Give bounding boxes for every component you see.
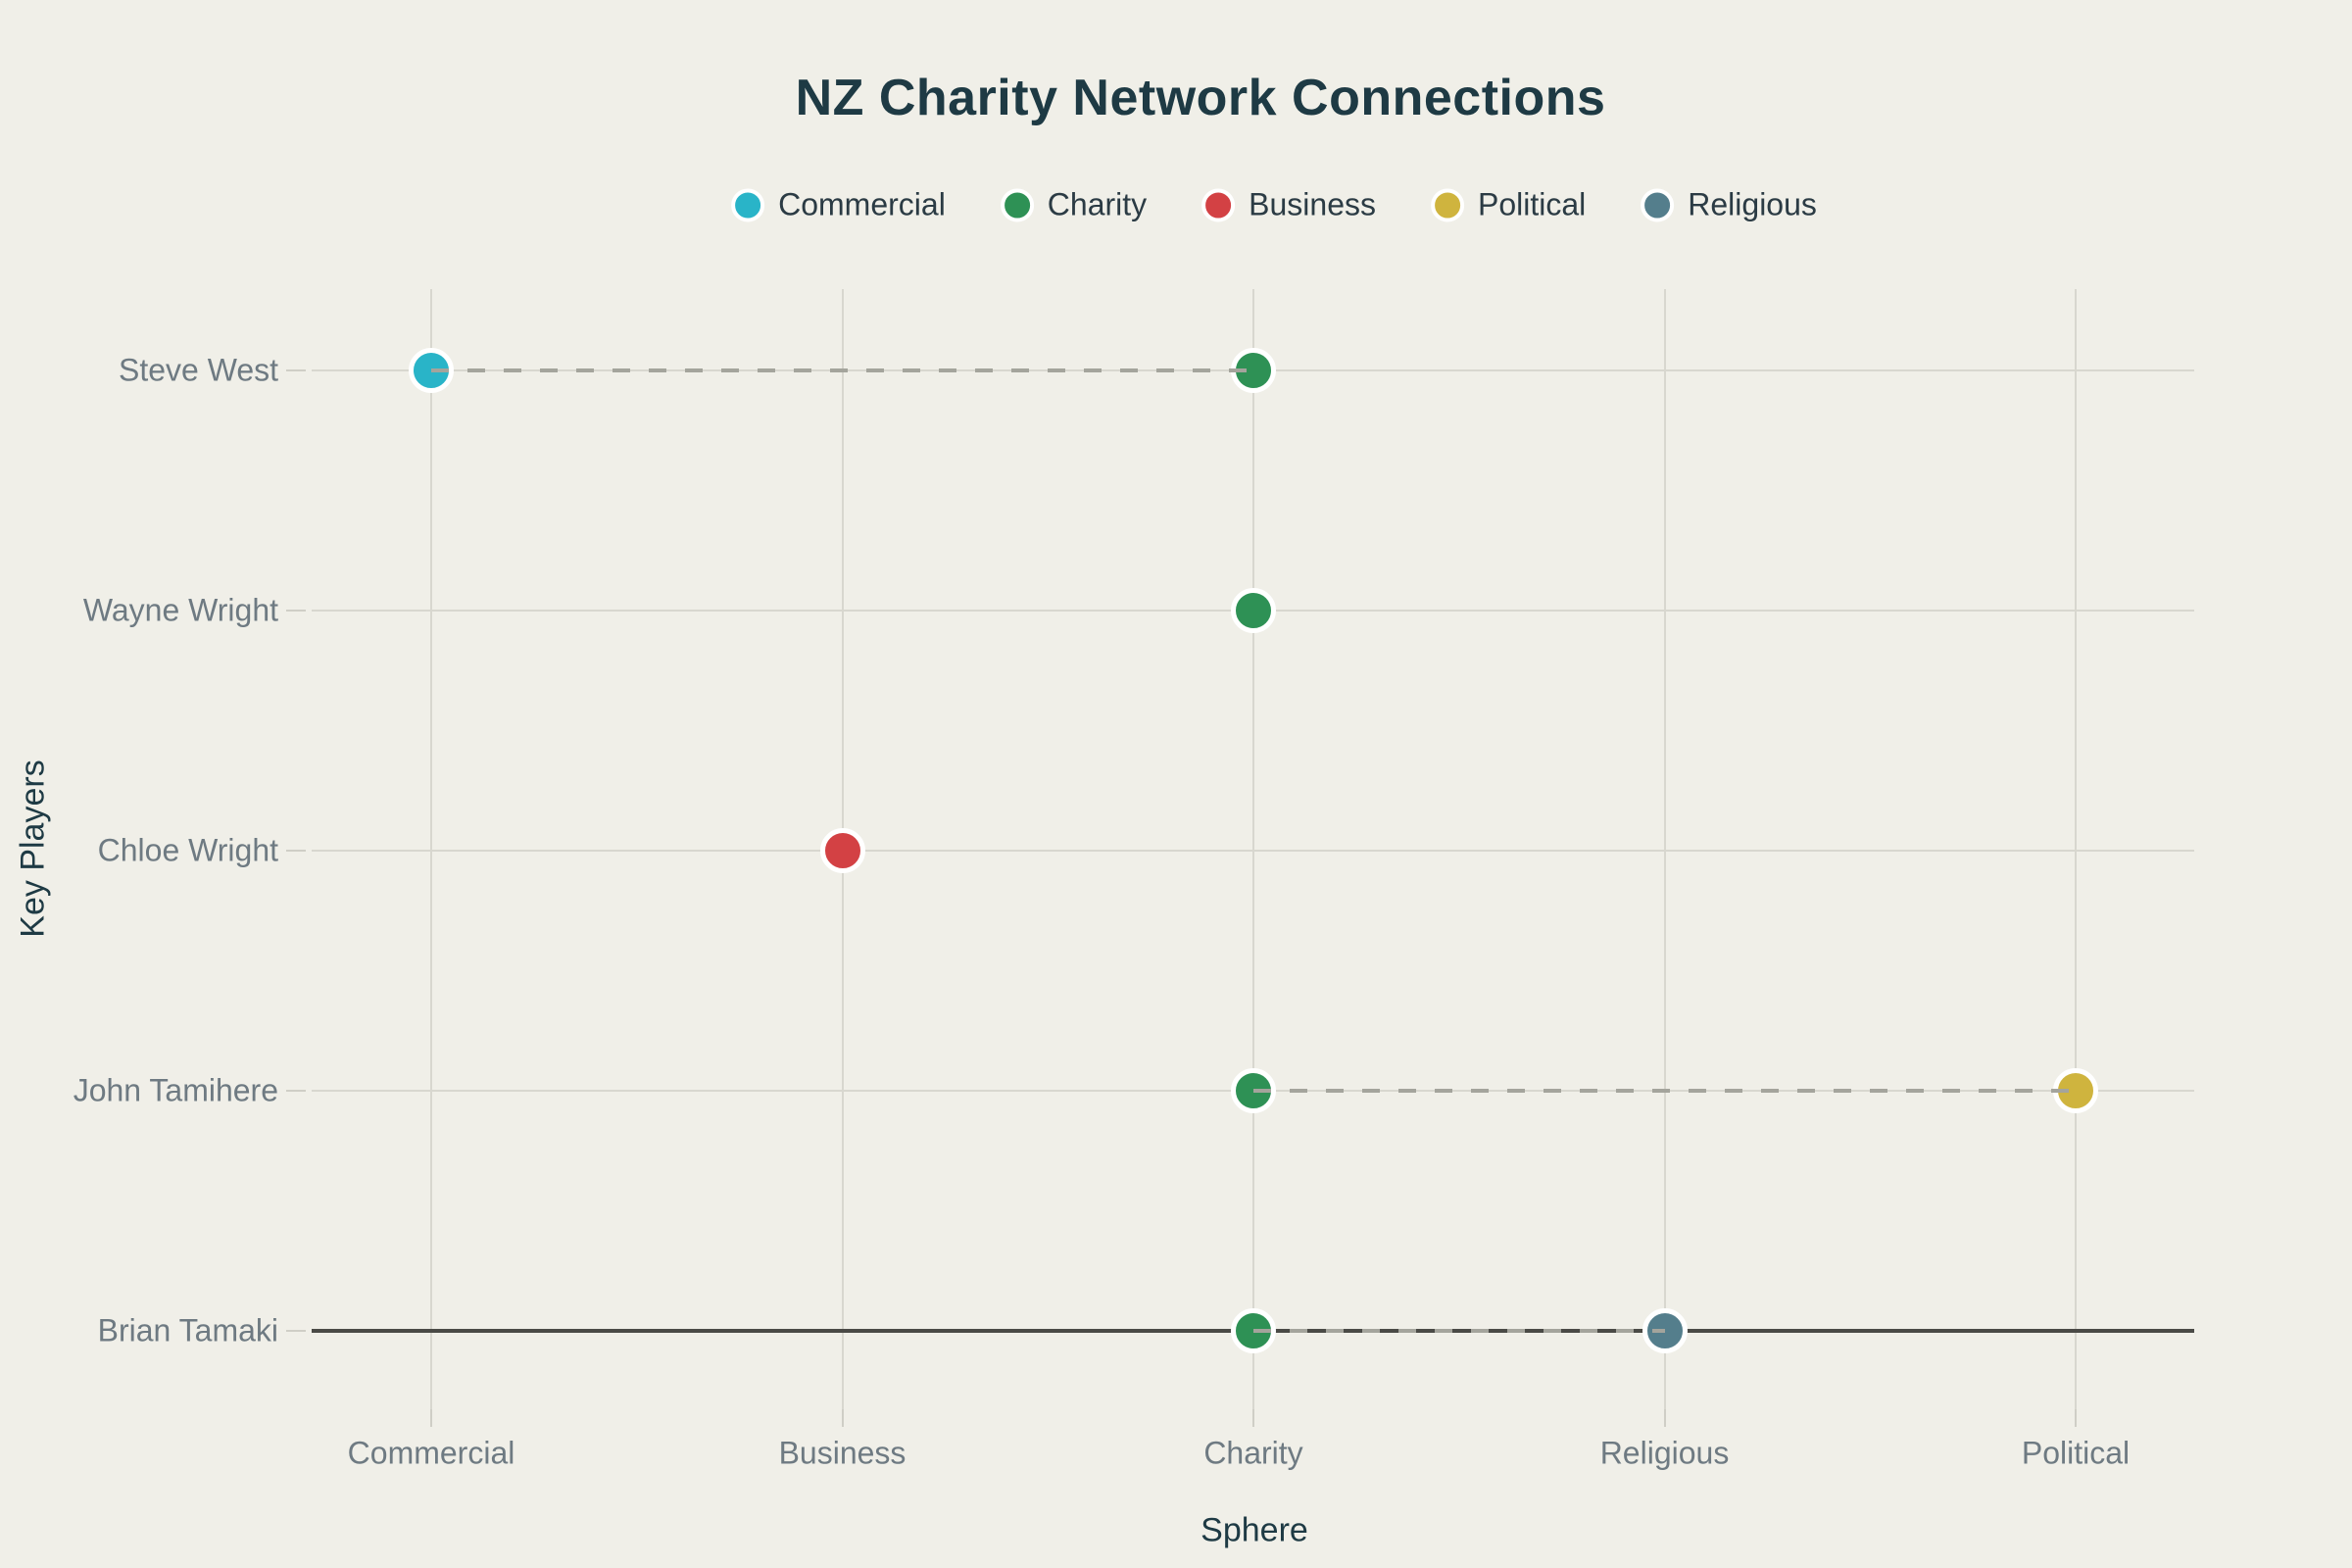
x-axis-title: Sphere [1200, 1511, 1308, 1549]
chart-title: NZ Charity Network Connections [795, 70, 1606, 126]
x-tick-label-commercial: Commercial [347, 1435, 515, 1471]
point-steve-west-charity[interactable] [1231, 348, 1276, 393]
point-steve-west-commercial[interactable] [409, 348, 454, 393]
legend-swatch-charity-icon [1000, 188, 1034, 221]
x-tick-label-political: Political [2021, 1435, 2131, 1471]
y-tick-brian-tamaki [286, 1330, 306, 1332]
y-tick-label-wayne-wright: Wayne Wright [82, 592, 278, 628]
point-brian-tamaki-religious[interactable] [1642, 1308, 1688, 1353]
y-tick-chloe-wright [286, 850, 306, 852]
legend-label-business: Business [1249, 186, 1376, 222]
y-tick-john-tamihere [286, 1090, 306, 1092]
x-tick-commercial [430, 1409, 432, 1427]
x-gridline-charity [1252, 289, 1254, 1409]
y-tick-label-steve-west: Steve West [118, 352, 278, 388]
legend-label-political: Political [1478, 186, 1587, 222]
x-tick-label-business: Business [778, 1435, 906, 1471]
legend-item-charity[interactable]: Charity [1000, 186, 1148, 223]
legend-label-religious: Religious [1688, 186, 1817, 222]
y-tick-label-john-tamihere: John Tamihere [73, 1072, 278, 1108]
point-john-tamihere-charity[interactable] [1231, 1068, 1276, 1113]
y-gridline-chloe-wright [312, 850, 2194, 852]
y-tick-wayne-wright [286, 610, 306, 612]
legend-swatch-commercial-icon [731, 188, 765, 221]
x-tick-religious [1663, 1409, 1666, 1427]
legend-swatch-business-icon [1201, 188, 1236, 221]
point-brian-tamaki-charity[interactable] [1231, 1308, 1276, 1353]
legend-label-commercial: Commercial [778, 186, 946, 222]
legend-item-religious[interactable]: Religious [1641, 187, 1817, 223]
legend-swatch-religious-icon [1641, 188, 1675, 221]
point-chloe-wright-business[interactable] [819, 828, 865, 873]
legend-item-commercial[interactable]: Commercial [731, 187, 946, 223]
x-gridline-political [2075, 289, 2077, 1409]
point-john-tamihere-political[interactable] [2053, 1068, 2098, 1113]
point-wayne-wright-charity[interactable] [1231, 588, 1276, 633]
x-tick-label-religious: Religious [1599, 1435, 1730, 1471]
x-tick-charity [1252, 1409, 1254, 1427]
legend-item-business[interactable]: Business [1201, 187, 1376, 223]
y-tick-steve-west [286, 369, 306, 371]
plot-area [286, 289, 2194, 1427]
legend-label-charity: Charity [1047, 186, 1148, 222]
legend-item-political[interactable]: Political [1431, 187, 1586, 223]
x-tick-label-charity: Charity [1203, 1435, 1303, 1471]
x-tick-political [2075, 1409, 2077, 1427]
x-gridline-religious [1663, 289, 1666, 1409]
legend-swatch-political-icon [1431, 188, 1464, 221]
x-tick-business [841, 1409, 844, 1427]
y-tick-label-brian-tamaki: Brian Tamaki [97, 1312, 278, 1348]
y-tick-label-chloe-wright: Chloe Wright [97, 832, 278, 868]
legend: Commercial Charity Business Political Religi… [731, 187, 1817, 223]
x-gridline-commercial [430, 289, 432, 1409]
